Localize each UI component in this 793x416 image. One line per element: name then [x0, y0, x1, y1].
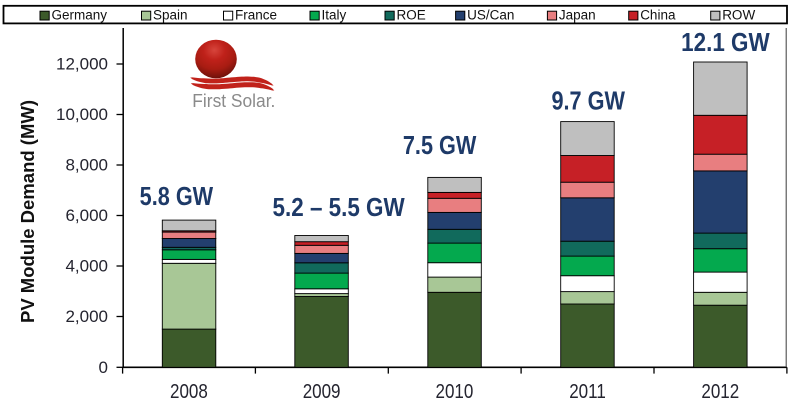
svg-text:2,000: 2,000	[65, 307, 108, 326]
svg-text:6,000: 6,000	[65, 206, 108, 225]
svg-text:12,000: 12,000	[56, 55, 108, 74]
svg-text:2012: 2012	[701, 380, 739, 403]
svg-text:ROW: ROW	[722, 7, 755, 22]
svg-text:Japan: Japan	[559, 7, 596, 22]
svg-text:2010: 2010	[436, 380, 474, 403]
svg-text:10,000: 10,000	[56, 105, 108, 124]
svg-text:First Solar.: First Solar.	[192, 90, 275, 111]
svg-text:ROE: ROE	[397, 7, 426, 22]
svg-text:9.7 GW: 9.7 GW	[551, 88, 625, 116]
svg-text:0: 0	[99, 358, 108, 377]
svg-text:France: France	[235, 7, 277, 22]
svg-text:Italy: Italy	[322, 7, 347, 22]
svg-text:5.2 – 5.5 GW: 5.2 – 5.5 GW	[273, 194, 405, 223]
svg-text:4,000: 4,000	[65, 257, 108, 276]
svg-text:Spain: Spain	[153, 7, 188, 22]
svg-text:Germany: Germany	[52, 7, 108, 22]
svg-text:8,000: 8,000	[65, 156, 108, 175]
svg-text:2008: 2008	[170, 380, 208, 403]
svg-text:US/Can: US/Can	[467, 7, 514, 22]
svg-text:7.5 GW: 7.5 GW	[403, 132, 477, 160]
svg-text:12.1 GW: 12.1 GW	[681, 29, 770, 58]
svg-text:2009: 2009	[303, 380, 341, 403]
svg-text:2011: 2011	[569, 380, 606, 403]
svg-text:PV Module Demand (MW): PV Module Demand (MW)	[17, 100, 38, 323]
svg-text:China: China	[640, 7, 676, 22]
svg-text:5.8 GW: 5.8 GW	[140, 183, 214, 211]
